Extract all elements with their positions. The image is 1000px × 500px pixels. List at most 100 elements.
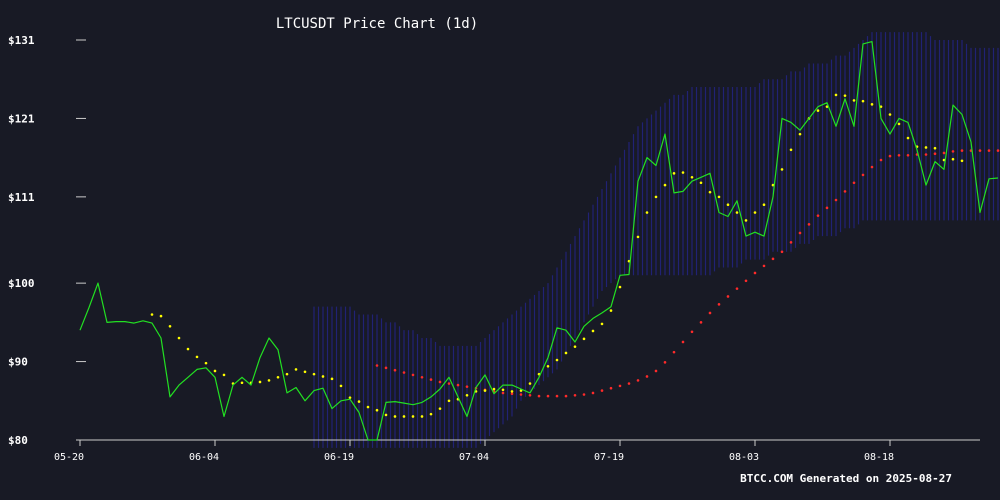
ma-fast-point	[195, 355, 199, 359]
ma-fast-point	[618, 285, 622, 289]
y-tick-label: $80	[8, 434, 28, 447]
x-tick-label: 06-19	[324, 452, 354, 463]
ma-slow-point	[996, 149, 1000, 152]
ma-fast-point	[267, 379, 271, 382]
ma-fast-point	[753, 211, 757, 214]
ma-fast-point	[663, 183, 667, 187]
ma-fast-point	[600, 322, 604, 326]
ma-slow-point	[771, 257, 775, 261]
ma-fast-point	[312, 372, 316, 376]
ma-fast-point	[582, 337, 586, 341]
ma-fast-point	[168, 324, 172, 328]
ma-fast-point	[762, 203, 766, 207]
ma-slow-point	[627, 382, 631, 385]
ma-slow-point	[807, 223, 811, 226]
ma-fast-point	[429, 412, 433, 416]
ma-fast-point	[591, 329, 595, 333]
x-tick-label: 07-04	[459, 452, 489, 463]
ma-fast-point	[924, 146, 928, 149]
ma-fast-point	[699, 181, 703, 185]
ma-slow-point	[438, 380, 442, 384]
ma-fast-point	[843, 94, 847, 97]
ma-fast-point	[735, 211, 739, 214]
ma-slow-point	[681, 340, 685, 344]
ma-slow-point	[735, 287, 739, 290]
ma-fast-point	[744, 219, 748, 222]
ma-fast-point	[438, 407, 442, 410]
ma-slow-point	[870, 165, 874, 169]
ma-slow-point	[825, 206, 829, 210]
ma-slow-point	[843, 190, 847, 193]
y-axis-ticks: $80 $90 $100 $111 $121 $131	[8, 34, 86, 447]
ma-slow-point	[717, 303, 721, 306]
ma-fast-point	[636, 235, 640, 239]
ma-fast-point	[393, 415, 397, 418]
ma-slow-point	[933, 152, 937, 156]
ma-slow-point	[420, 375, 424, 379]
ma-slow-point	[951, 150, 955, 153]
ma-slow-point	[429, 378, 433, 381]
x-tick-label: 08-03	[729, 452, 759, 463]
ma-fast-point	[375, 408, 379, 412]
ma-slow-point	[798, 231, 802, 235]
ma-slow-point	[537, 394, 541, 398]
ma-fast-point	[213, 369, 217, 373]
ma-fast-point	[852, 99, 856, 102]
ma-slow-point	[699, 321, 703, 324]
ma-fast-point	[645, 211, 649, 214]
ma-slow-point	[816, 214, 820, 217]
ma-fast-point	[780, 168, 784, 171]
ma-fast-point	[294, 368, 298, 371]
ma-fast-point	[771, 183, 775, 187]
ma-slow-point	[645, 375, 649, 378]
ma-fast-point	[177, 336, 181, 340]
ma-slow-point	[726, 295, 730, 298]
ma-fast-point	[672, 172, 676, 175]
ma-slow-point	[402, 371, 406, 374]
ma-slow-point	[465, 385, 469, 388]
x-tick-label: 06-04	[189, 452, 219, 463]
ma-fast-point	[186, 347, 190, 351]
ma-fast-point	[357, 400, 361, 403]
ma-fast-point	[528, 382, 532, 385]
ma-fast-point	[276, 375, 280, 379]
ma-slow-point	[987, 149, 991, 152]
ma-slow-point	[762, 264, 766, 268]
ma-fast-point	[555, 358, 559, 362]
ma-slow-point	[897, 153, 901, 157]
ma-slow-point	[564, 394, 568, 398]
ma-fast-point	[717, 195, 721, 199]
ma-fast-point	[897, 122, 901, 126]
ma-fast-point	[861, 99, 865, 103]
ma-slow-point	[888, 154, 892, 158]
ma-slow-point	[375, 364, 379, 367]
ma-fast-point	[420, 415, 424, 418]
ma-slow-point	[744, 279, 748, 283]
ma-fast-point	[654, 195, 658, 199]
ma-slow-point	[906, 153, 910, 157]
ma-fast-point	[510, 390, 514, 393]
y-tick-label: $131	[8, 34, 35, 47]
ma-fast-point	[789, 148, 793, 152]
ma-fast-point	[321, 375, 325, 378]
ma-fast-point	[519, 389, 523, 392]
ma-slow-point	[591, 391, 595, 395]
price-line	[79, 40, 999, 441]
ma-slow-point	[753, 271, 757, 275]
x-tick-label: 05-20	[54, 452, 84, 463]
ma-slow-point	[780, 250, 784, 254]
ma-fast-point	[960, 159, 964, 163]
ma-slow-point	[384, 366, 388, 370]
ma-slow-point	[636, 379, 640, 382]
ma-fast-point	[609, 309, 613, 312]
ma-slow-point	[528, 393, 532, 397]
ma-slow-point	[672, 350, 676, 354]
ma-fast-point	[933, 146, 937, 150]
chart-title: LTCUSDT Price Chart (1d)	[276, 16, 478, 32]
price-series	[79, 40, 999, 441]
ma-fast-point	[798, 132, 802, 136]
ma-fast-point	[447, 399, 451, 403]
ma-slow-point	[942, 151, 946, 155]
ma-fast-point	[339, 384, 343, 388]
